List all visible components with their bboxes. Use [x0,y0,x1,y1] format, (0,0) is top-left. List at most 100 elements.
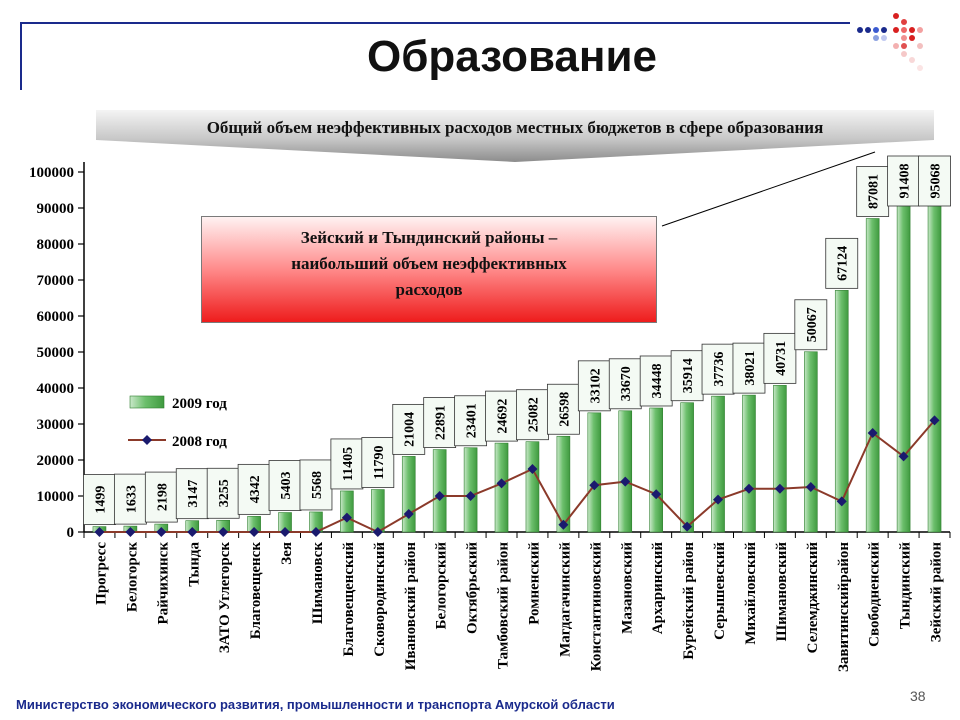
data-label: 25082 [526,397,541,432]
y-tick-label: 0 [67,525,75,541]
data-label-box [392,403,426,455]
data-label-box [856,166,890,217]
data-label-box [763,332,797,384]
page-number: 38 [910,688,926,704]
line-point [713,494,724,505]
data-label-box [144,471,178,523]
bar [463,447,478,533]
x-tick-label: Архаринский [650,542,666,635]
bar [618,410,633,533]
line-point [867,428,878,438]
line-point [898,451,909,462]
banner-background [96,110,934,162]
data-label: 40731 [774,341,789,376]
data-label: 5403 [279,472,294,500]
x-tick-label: Зейский район [929,542,945,643]
bar [680,402,694,533]
bar [649,407,663,533]
data-label-box [237,463,271,515]
x-tick-label: Сковородинский [372,542,388,657]
bar [525,441,540,533]
data-label-box [175,468,209,520]
legend-swatch-bar [129,395,165,409]
line-point [187,527,198,537]
bar [340,490,354,533]
x-tick-label: Тындинский [898,542,914,629]
x-tick-label: Белогорск [124,542,140,612]
line-point [372,527,383,537]
data-label: 38021 [743,351,758,386]
line-point [125,527,136,537]
line-point [280,527,291,537]
x-tick-label: Ромненский [526,542,542,625]
bar [587,412,602,533]
data-label-box [670,350,704,402]
x-tick-label: Райчихинск [155,542,171,625]
line-point [94,527,105,537]
data-label: 50067 [805,307,820,342]
line-point [249,527,260,537]
data-label: 95068 [929,164,944,199]
x-tick-label: Благовещенск [248,542,264,640]
data-label: 34448 [650,363,665,398]
line-point [774,483,785,494]
line-point [218,527,229,537]
legend-label-2008: 2008 год [172,434,227,450]
data-label-box [485,390,518,442]
data-label: 26598 [557,392,572,427]
callout-line-2: наибольший объем неэффективных [291,254,567,273]
data-label: 87081 [867,174,882,209]
data-label: 11405 [341,447,356,481]
data-label: 2198 [155,483,170,511]
data-label: 33102 [588,368,603,403]
data-label-box [423,397,457,448]
bar [556,435,571,533]
bar [711,395,725,533]
data-label: 33670 [619,366,634,401]
frame-line-top [20,22,850,24]
data-label-box [206,467,240,519]
slide-title: Образование [367,32,657,81]
data-label-box [794,299,828,351]
line-point [929,415,940,426]
line-point [589,480,600,491]
line-point [434,491,445,501]
x-tick-label: Магдагачинский [557,542,573,657]
bar [401,456,416,533]
data-label-box [825,237,859,289]
footer-ministry: Министерство экономического развития, пр… [16,697,615,712]
x-tick-label: Шимановский [774,542,790,642]
data-label-box [701,343,735,395]
y-tick-label: 40000 [37,381,75,397]
x-tick-label: Михайловский [743,542,759,645]
line-point [682,521,693,532]
line-point [558,519,569,530]
data-label: 35914 [681,358,696,393]
callout-box: Зейский и Тындинский районы – наибольший… [201,216,657,323]
bar [432,449,447,533]
data-label-box [361,437,395,488]
data-label: 67124 [836,246,851,281]
x-tick-label: Благовещенский [341,542,357,657]
line-point [620,476,631,487]
data-label: 23401 [465,403,480,438]
line-point [527,464,538,474]
x-tick-label: Октябрьский [465,542,481,634]
x-tick-label: Мазановский [619,542,635,634]
legend-marker-icon [142,435,152,445]
data-label-box [577,360,611,412]
data-label-box [454,395,488,447]
banner-text: Общий объем неэффективных расходов местн… [206,118,824,137]
line-point [341,512,352,523]
line-point [651,489,662,500]
line-point [310,527,321,537]
x-tick-label: Свободненский [867,542,883,647]
data-label: 3147 [186,480,201,508]
data-label-box [918,155,951,207]
bar [834,290,849,533]
data-label: 5568 [310,471,325,499]
data-label-box [546,383,580,435]
y-tick-label: 60000 [37,309,75,325]
x-tick-label: Зея [279,542,295,565]
data-label-box [887,155,921,207]
